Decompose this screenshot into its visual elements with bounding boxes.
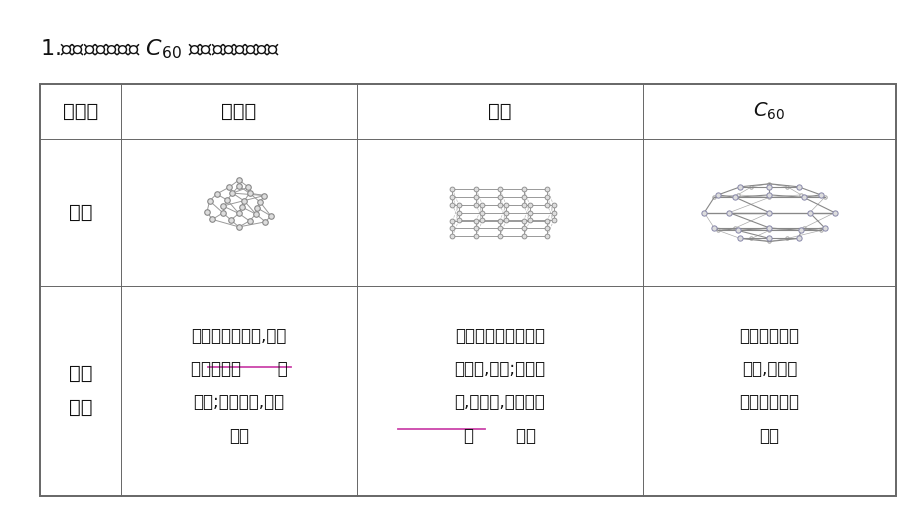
Text: 结构: 结构 [69,203,92,222]
Text: 分子结构形似
足球,具有一
些特殊的物理
性质: 分子结构形似 足球,具有一 些特殊的物理 性质 [739,327,799,445]
Text: 灰黑色、有金属光泽
的固体,质软;有滑腻
感,熔点高,具有优良
的        性能: 灰黑色、有金属光泽 的固体,质软;有滑腻 感,熔点高,具有优良 的 性能 [454,327,545,445]
Text: 石墨: 石墨 [488,102,511,121]
Text: 1.金刚石、石墨和 $C_{60}$ 的物理性质及用途: 1.金刚石、石墨和 $C_{60}$ 的物理性质及用途 [40,37,279,61]
Text: $C_{60}$: $C_{60}$ [753,101,785,122]
Text: 无色透明的固体,是天
然存在的最       的
物质;透光性好,导热
性好: 无色透明的固体,是天 然存在的最 的 物质;透光性好,导热 性好 [190,327,287,445]
Text: 碳单质: 碳单质 [62,102,98,121]
Text: 物理
性质: 物理 性质 [69,364,92,418]
Text: 金刚石: 金刚石 [221,102,256,121]
